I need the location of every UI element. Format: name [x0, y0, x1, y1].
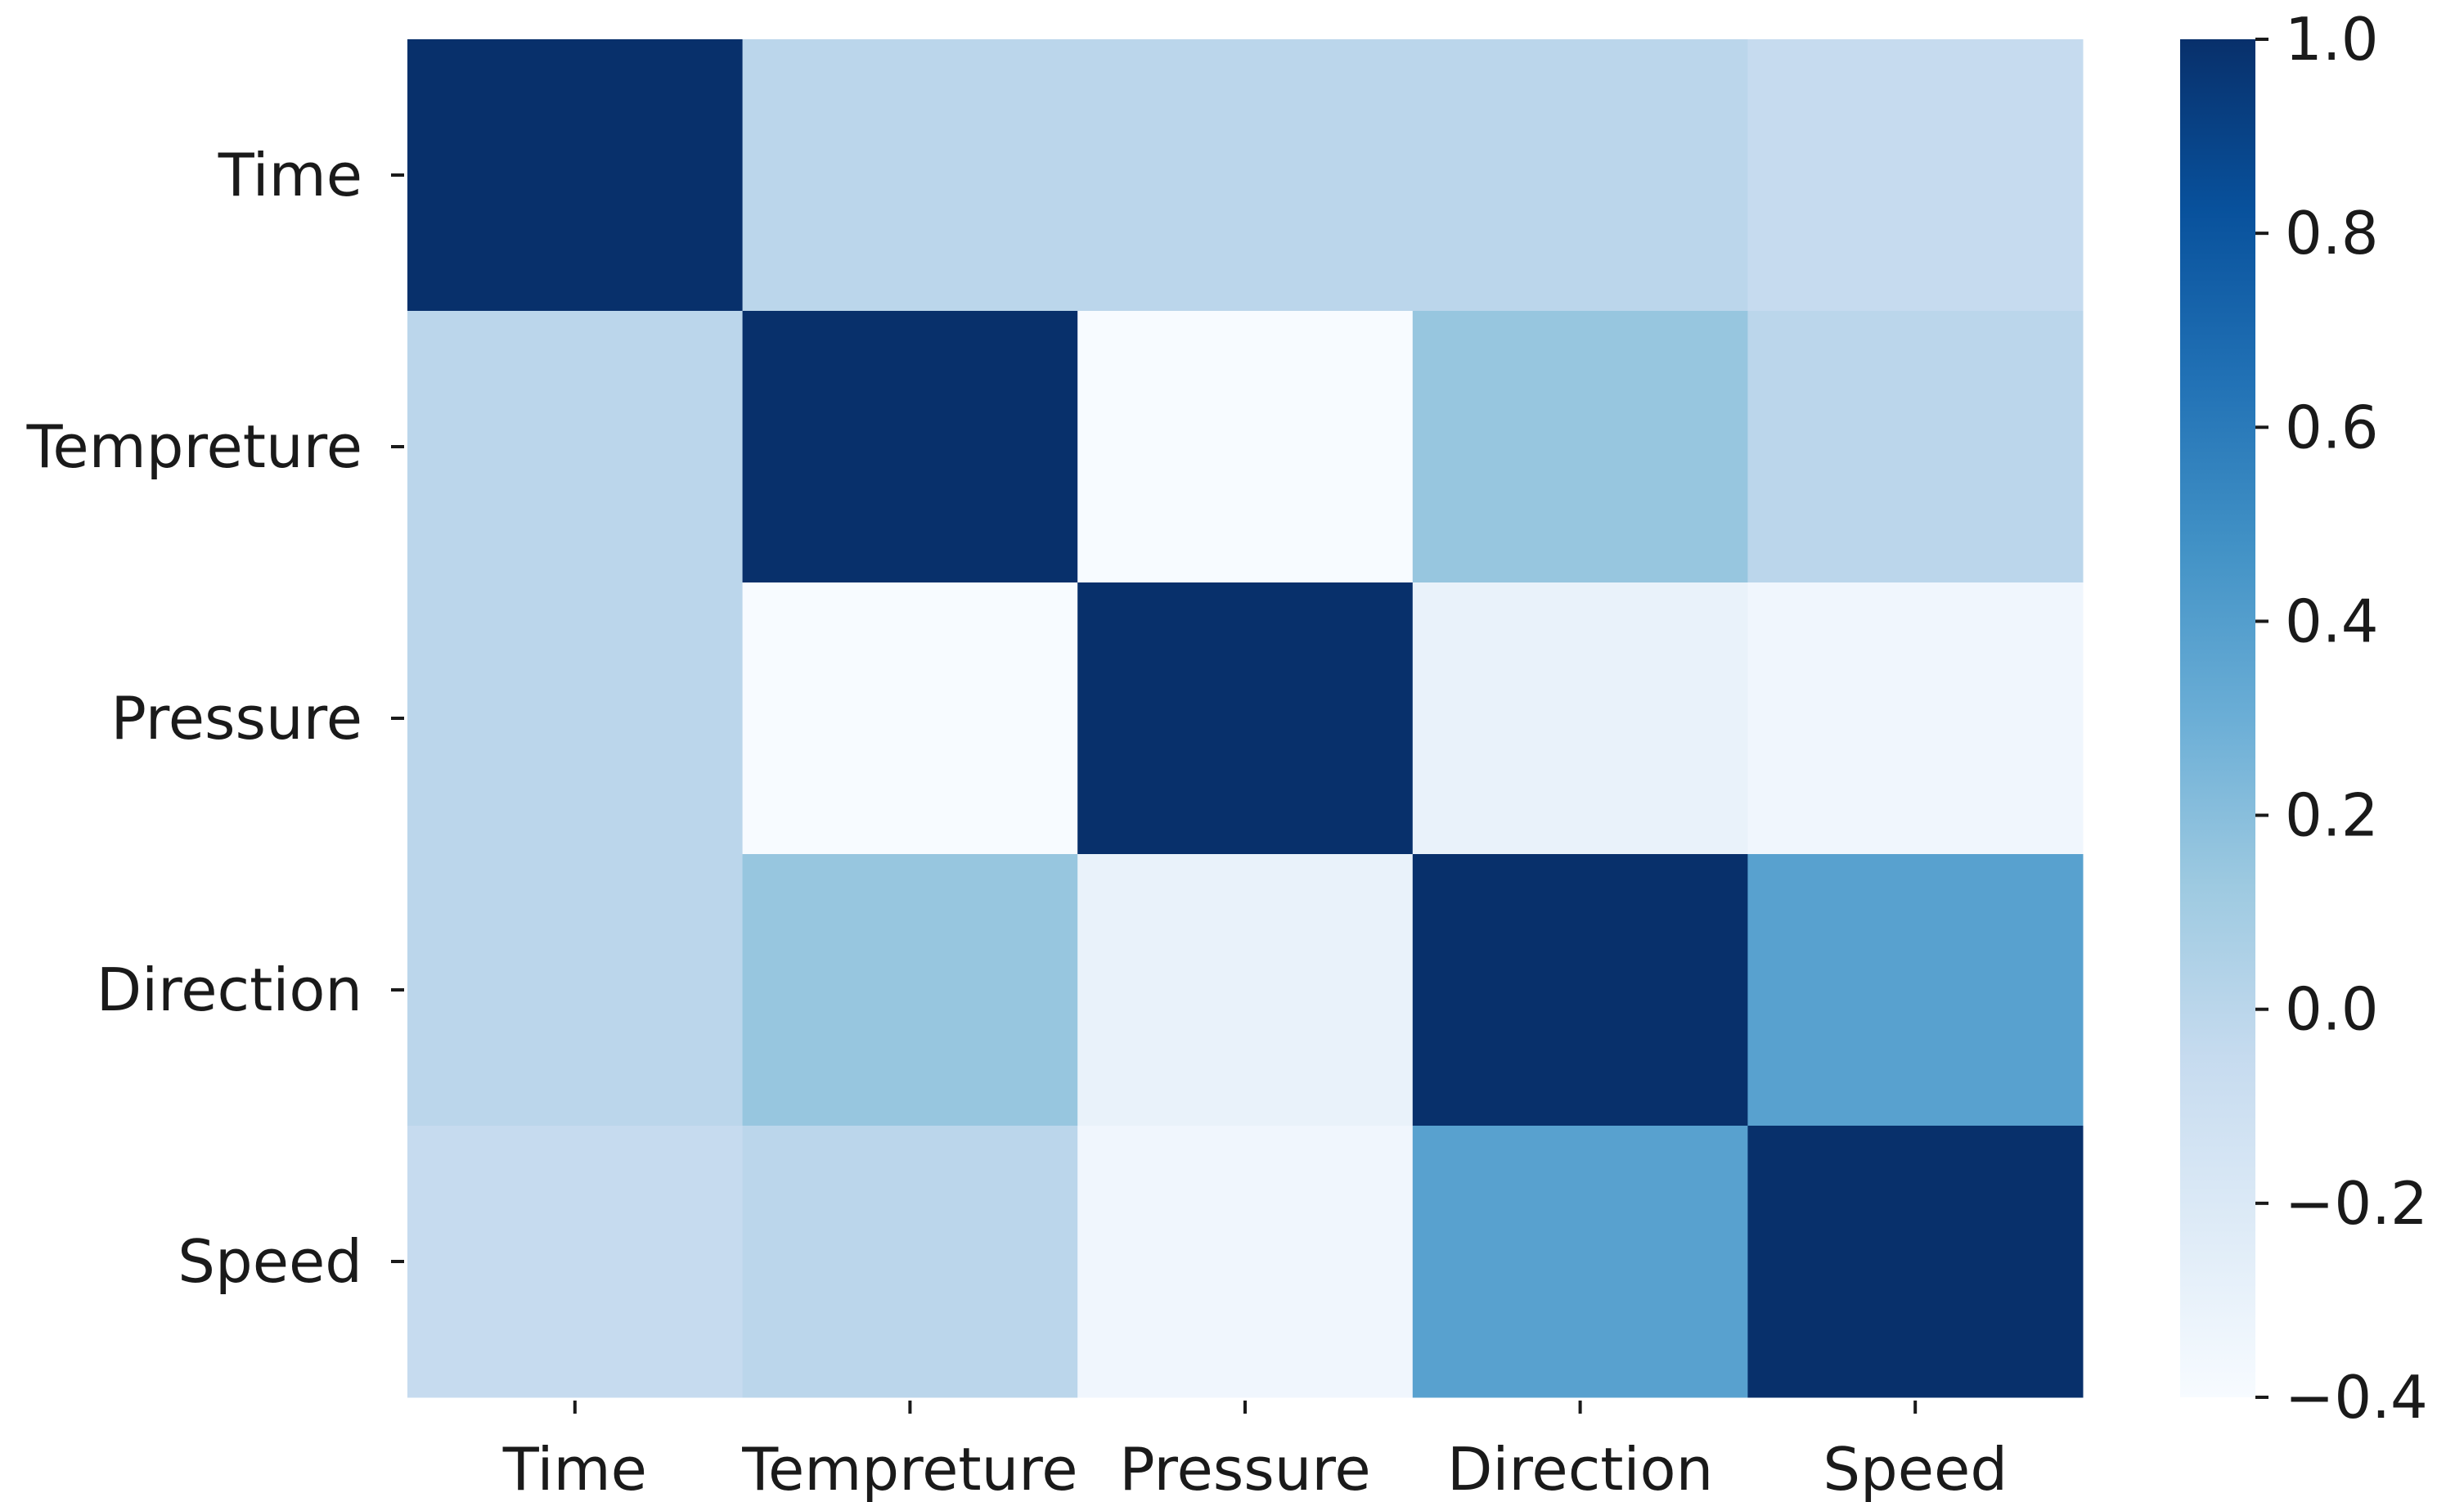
colorbar-ticks: 1.0 0.8 0.6 0.4 0.2 0.0 −0.2 −0.4: [2255, 5, 2428, 1432]
y-tick-label: Speed: [178, 1227, 362, 1296]
colorbar-tick-label: −0.4: [2285, 1363, 2428, 1432]
heatmap-cell-tempreture-speed: [1747, 311, 2084, 583]
x-tick-label: Time: [502, 1435, 647, 1502]
y-tick-label: Time: [218, 141, 362, 209]
colorbar-tick-label: 1.0: [2285, 5, 2379, 74]
x-axis-ticks: Time Tempreture Pressure Direction Speed: [502, 1401, 2008, 1502]
heatmap-cell-time-time: [407, 39, 744, 312]
heatmap-cell-tempreture-pressure: [1077, 311, 1414, 583]
heatmap-cell-pressure-pressure: [1077, 582, 1414, 855]
colorbar-tick-label: 0.4: [2285, 587, 2379, 655]
x-tick-label: Direction: [1447, 1435, 1713, 1502]
heatmap-cell-tempreture-tempreture: [742, 311, 1078, 583]
heatmap-cell-time-direction: [1412, 39, 1748, 312]
heatmap-cell-direction-direction: [1412, 854, 1748, 1126]
y-axis-ticks: Time Tempreture Pressure Direction Speed: [26, 141, 404, 1296]
colorbar-tick-label: 0.6: [2285, 393, 2379, 461]
heatmap-cell-speed-pressure: [1077, 1126, 1414, 1398]
colorbar-tick-label: −0.2: [2285, 1169, 2428, 1238]
y-tick-label: Tempreture: [26, 412, 362, 481]
heatmap-cells: [407, 39, 2084, 1398]
heatmap-cell-pressure-speed: [1747, 582, 2084, 855]
colorbar-tick-label: 0.0: [2285, 975, 2379, 1044]
x-tick-label: Tempreture: [741, 1435, 1077, 1502]
x-tick-label: Speed: [1823, 1435, 2008, 1502]
heatmap-cell-pressure-tempreture: [742, 582, 1078, 855]
heatmap-cell-speed-direction: [1412, 1126, 1748, 1398]
heatmap-cell-time-tempreture: [742, 39, 1078, 312]
colorbar-tick-label: 0.8: [2285, 199, 2379, 268]
heatmap-cell-direction-speed: [1747, 854, 2084, 1126]
heatmap-cell-time-pressure: [1077, 39, 1414, 312]
heatmap-cell-speed-speed: [1747, 1126, 2084, 1398]
x-tick-label: Pressure: [1119, 1435, 1370, 1502]
colorbar: [2180, 39, 2255, 1397]
heatmap-cell-direction-time: [407, 854, 744, 1126]
heatmap-cell-pressure-direction: [1412, 582, 1748, 855]
heatmap-cell-pressure-time: [407, 582, 744, 855]
heatmap-cell-direction-tempreture: [742, 854, 1078, 1126]
colorbar-tick-label: 0.2: [2285, 781, 2379, 850]
heatmap-cell-direction-pressure: [1077, 854, 1414, 1126]
heatmap-cell-time-speed: [1747, 39, 2084, 312]
heatmap-cell-tempreture-time: [407, 311, 744, 583]
heatmap-cell-speed-time: [407, 1126, 744, 1398]
y-tick-label: Pressure: [111, 684, 362, 753]
y-tick-label: Direction: [97, 956, 362, 1024]
heatmap-cell-tempreture-direction: [1412, 311, 1748, 583]
heatmap-cell-speed-tempreture: [742, 1126, 1078, 1398]
